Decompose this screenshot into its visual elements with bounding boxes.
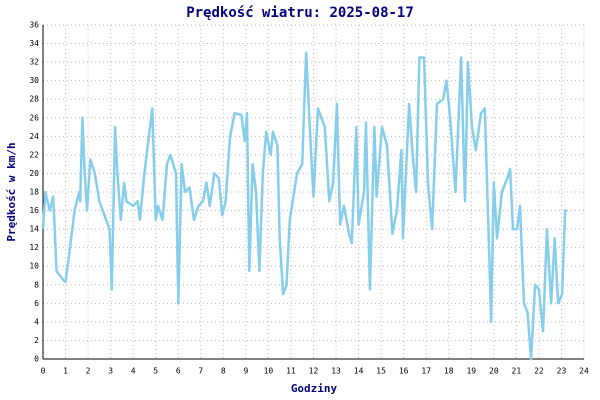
x-tick-label: 12 [309, 367, 319, 376]
y-tick-label: 36 [29, 21, 39, 30]
y-tick-label: 12 [29, 243, 39, 252]
x-tick-label: 4 [131, 367, 136, 376]
y-tick-label: 26 [29, 113, 39, 122]
y-tick-label: 28 [29, 95, 39, 104]
x-tick-label: 24 [579, 367, 589, 376]
y-tick-label: 0 [34, 355, 39, 364]
x-tick-label: 17 [421, 367, 431, 376]
y-tick-label: 16 [29, 206, 39, 215]
x-tick-label: 6 [176, 367, 181, 376]
x-tick-label: 16 [399, 367, 409, 376]
x-tick-label: 11 [286, 367, 296, 376]
y-tick-label: 4 [34, 317, 39, 326]
y-tick-label: 8 [34, 280, 39, 289]
data-line [41, 51, 568, 361]
y-tick-label: 20 [29, 169, 39, 178]
x-tick-label: 14 [354, 367, 364, 376]
y-axis-label: Prędkość w km/h [5, 142, 18, 241]
y-tick-label: 32 [29, 58, 39, 67]
x-tick-label: 3 [108, 367, 113, 376]
x-tick-label: 7 [198, 367, 203, 376]
x-tick-label: 20 [489, 367, 499, 376]
y-tick-label: 6 [34, 299, 39, 308]
x-tick-label: 9 [243, 367, 248, 376]
x-tick-label: 21 [512, 367, 522, 376]
y-tick-label: 30 [29, 76, 39, 85]
x-tick-label: 0 [41, 367, 46, 376]
y-tick-label: 22 [29, 150, 39, 159]
x-tick-label: 1 [63, 367, 68, 376]
y-tick-label: 24 [29, 132, 39, 141]
x-tick-label: 18 [444, 367, 454, 376]
x-tick-label: 22 [534, 367, 544, 376]
y-tick-label: 34 [29, 39, 39, 48]
x-tick-label: 10 [264, 367, 274, 376]
y-tick-label: 18 [29, 188, 39, 197]
x-tick-label: 2 [86, 367, 91, 376]
y-tick-label: 14 [29, 225, 39, 234]
chart-title: Prędkość wiatru: 2025-08-17 [186, 5, 414, 21]
y-tick-label: 2 [34, 336, 39, 345]
x-tick-label: 23 [557, 367, 567, 376]
y-tick-label: 10 [29, 262, 39, 271]
x-tick-label: 8 [221, 367, 226, 376]
x-tick-label: 5 [153, 367, 158, 376]
x-tick-label: 19 [466, 367, 476, 376]
x-axis-label: Godziny [291, 382, 338, 395]
x-tick-label: 13 [331, 367, 341, 376]
x-tick-label: 15 [376, 367, 386, 376]
